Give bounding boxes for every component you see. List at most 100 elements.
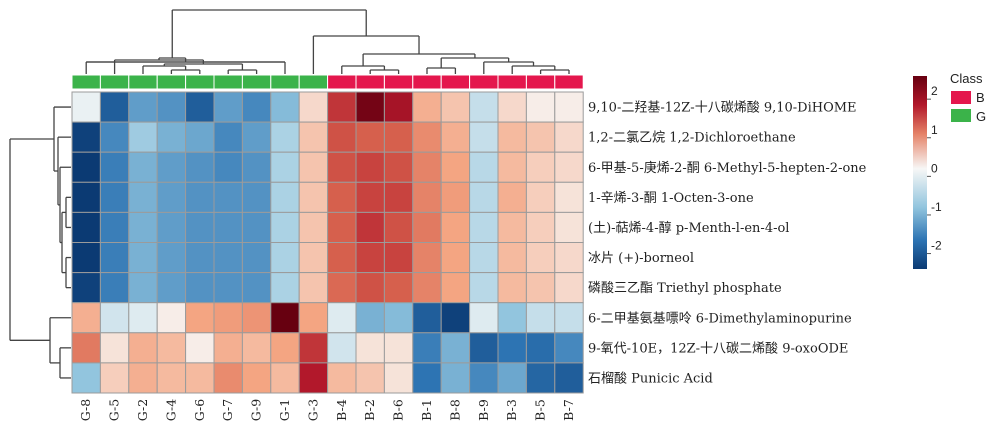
heatmap-cell <box>355 302 385 334</box>
heatmap-cell <box>554 211 584 243</box>
heatmap-cell <box>128 302 158 334</box>
class-cell <box>355 74 385 90</box>
heatmap-cell <box>270 121 300 153</box>
heatmap-cell <box>525 302 556 334</box>
heatmap-cell <box>270 91 300 123</box>
heatmap-cell <box>440 211 471 243</box>
heatmap-cell <box>469 272 499 304</box>
heatmap-cell <box>185 272 215 304</box>
column-label: G-6 <box>192 399 207 421</box>
heatmap-cell <box>497 272 527 304</box>
heatmap-cell <box>469 332 499 364</box>
heatmap-cell <box>71 242 101 274</box>
heatmap-cell <box>270 211 300 243</box>
heatmap-cell <box>554 302 584 334</box>
heatmap-cell <box>327 242 357 274</box>
heatmap-cell <box>298 242 329 274</box>
heatmap-cell <box>469 242 499 274</box>
heatmap-cell <box>412 151 442 183</box>
heatmap-cell <box>327 181 357 213</box>
heatmap-cell <box>440 121 471 153</box>
heatmap-cell <box>383 181 414 213</box>
heatmap-cell <box>241 332 272 364</box>
heatmap-cell <box>241 211 272 243</box>
heatmap-cell <box>327 151 357 183</box>
heatmap-cell <box>554 242 584 274</box>
heatmap-cell <box>156 91 187 123</box>
class-cell <box>327 74 357 90</box>
heatmap-cell <box>554 362 584 394</box>
heatmap-cell <box>213 332 243 364</box>
class-cell <box>525 74 556 90</box>
column-label: B-4 <box>334 399 349 421</box>
heatmap-cell <box>270 181 300 213</box>
heatmap-cell <box>99 151 130 183</box>
heatmap-cell <box>412 211 442 243</box>
heatmap-cell <box>298 272 329 304</box>
heatmap-cell <box>99 211 130 243</box>
heatmap-cell <box>355 121 385 153</box>
heatmap-cell <box>525 91 556 123</box>
heatmap-cell <box>156 121 187 153</box>
heatmap-cell <box>213 211 243 243</box>
heatmap-cell <box>128 121 158 153</box>
heatmap-cell <box>241 121 272 153</box>
heatmap-cell <box>156 181 187 213</box>
row-label: 9,10-二羟基-12Z-十八碳烯酸 9,10-DiHOME <box>588 101 857 116</box>
heatmap-cell <box>497 302 527 334</box>
row-label: 磷酸三乙酯 Triethyl phosphate <box>588 281 782 296</box>
class-cell <box>241 74 272 90</box>
row-label: 1-辛烯-3-酮 1-Octen-3-one <box>588 191 754 206</box>
heatmap-cell <box>525 151 556 183</box>
column-labels: G-8 G-5 G-2 G-4 G-6 G-7 G-9 G-1 G-3 B-4 B-2 B-6 B-1 B… <box>78 399 576 421</box>
heatmap-cell <box>128 211 158 243</box>
heatmap-cell <box>99 272 130 304</box>
heatmap-cell <box>298 121 329 153</box>
heatmap-cell <box>327 272 357 304</box>
heatmap-cell <box>525 121 556 153</box>
heatmap-cell <box>128 362 158 394</box>
heatmap-cell <box>270 151 300 183</box>
heatmap-cell <box>497 181 527 213</box>
heatmap-cell <box>554 151 584 183</box>
heatmap-cell <box>270 272 300 304</box>
heatmap-cell <box>525 211 556 243</box>
heatmap-cell <box>469 211 499 243</box>
row-label: 6-甲基-5-庚烯-2-酮 6-Methyl-5-hepten-2-one <box>588 160 867 176</box>
heatmap-cell <box>71 181 101 213</box>
row-label: 1,2-二氯乙烷 1,2-Dichloroethane <box>588 131 796 146</box>
heatmap-cell <box>71 302 101 334</box>
heatmap-cell <box>355 272 385 304</box>
row-label: 6-二甲基氨基嘌呤 6-Dimethylaminopurine <box>588 310 852 326</box>
column-label: G-3 <box>305 399 320 421</box>
heatmap-cell <box>270 332 300 364</box>
heatmap-cell <box>383 272 414 304</box>
heatmap-cell <box>554 121 584 153</box>
class-cell <box>71 74 101 90</box>
heatmap-cell <box>213 362 243 394</box>
colorbar-tick-label: 1 <box>931 123 938 137</box>
heatmap-cell <box>440 302 471 334</box>
heatmap-cell <box>440 151 471 183</box>
heatmap-cell <box>241 91 272 123</box>
heatmap-cell <box>554 181 584 213</box>
column-label: G-5 <box>107 399 122 421</box>
class-cell <box>469 74 499 90</box>
heatmap-cell <box>213 121 243 153</box>
heatmap-cell <box>497 211 527 243</box>
class-annotation-bar <box>71 74 584 90</box>
heatmap-cell <box>298 151 329 183</box>
heatmap-cell <box>241 151 272 183</box>
heatmap-cell <box>327 302 357 334</box>
column-dendrogram <box>85 9 570 74</box>
class-cell <box>298 74 329 90</box>
heatmap-cell <box>99 121 130 153</box>
heatmap-cell <box>383 91 414 123</box>
class-cell <box>554 74 584 90</box>
heatmap-cell <box>99 302 130 334</box>
heatmap-cell <box>327 121 357 153</box>
class-cell <box>128 74 158 90</box>
heatmap-cell <box>355 151 385 183</box>
heatmap-cell <box>383 362 414 394</box>
colorbar-ticks: 2 1 0 -1 -2 <box>927 84 942 255</box>
